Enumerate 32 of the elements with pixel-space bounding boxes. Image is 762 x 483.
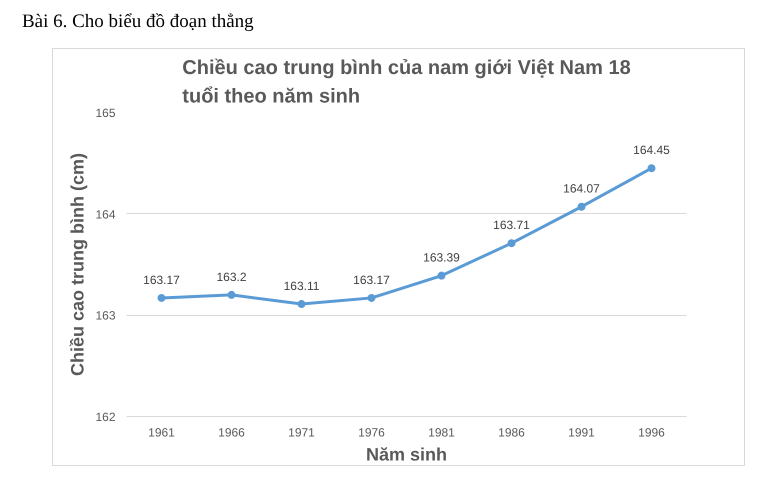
x-tick-label: 1976 — [358, 426, 386, 440]
data-label: 163.17 — [353, 272, 390, 287]
y-tick-label: 164 — [95, 207, 116, 222]
data-label: 163.71 — [493, 218, 530, 232]
point — [158, 294, 166, 302]
x-tick-label: 1971 — [288, 426, 316, 440]
x-axis-title: Năm sinh — [366, 444, 448, 464]
point — [648, 164, 656, 172]
x-tick-label: 1961 — [148, 426, 176, 440]
x-tick-label: 1991 — [568, 426, 596, 440]
point — [508, 239, 516, 248]
y-tick-label: 163 — [95, 308, 116, 323]
data-label: 163.2 — [216, 270, 247, 284]
text: Bài 6. Cho biểu đồ đoạn thẳng — [22, 10, 254, 34]
point — [368, 294, 376, 302]
y-tick-label: 162 — [95, 410, 116, 424]
data-label: 163.39 — [423, 250, 460, 265]
data-label: 163.11 — [284, 279, 320, 294]
point — [438, 272, 446, 280]
point — [578, 202, 586, 211]
x-tick-label: 1981 — [428, 426, 456, 440]
x-tick-label: 1986 — [498, 426, 526, 440]
y-axis-title: Chiều cao trung bình (cm) — [67, 152, 88, 376]
point — [298, 300, 306, 308]
data-label: 164.07 — [563, 182, 600, 196]
chart-title: Chiều cao trung bình của nam giới Việt Nam 18 tuổi theo năm sinh — [182, 56, 631, 108]
y-tick-label: 165 — [95, 106, 116, 120]
x-tick-label: 1966 — [218, 426, 246, 440]
x-tick-label: 1996 — [638, 426, 666, 440]
point — [228, 290, 236, 299]
data-label: 164.45 — [633, 143, 670, 158]
data-label: 163.17 — [143, 272, 180, 287]
